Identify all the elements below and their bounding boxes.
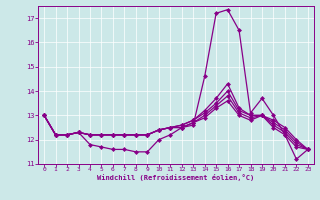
- X-axis label: Windchill (Refroidissement éolien,°C): Windchill (Refroidissement éolien,°C): [97, 174, 255, 181]
